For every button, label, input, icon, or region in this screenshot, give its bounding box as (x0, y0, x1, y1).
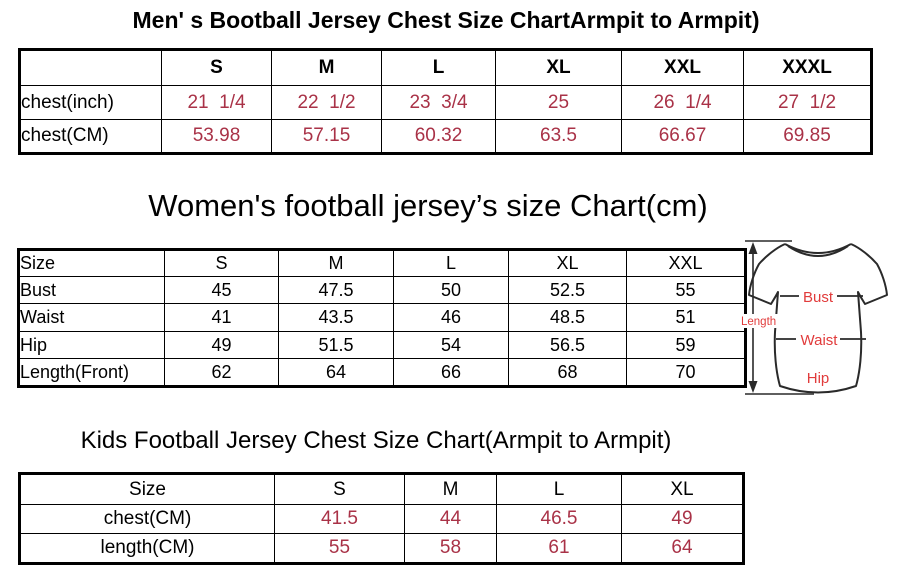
table-cell: 58 (404, 533, 497, 564)
tshirt-outline-icon (748, 243, 888, 394)
table-cell: 55 (626, 276, 746, 304)
table-cell: 68 (508, 358, 627, 387)
column-header-l: L (496, 473, 622, 505)
table-cell: 61 (496, 533, 622, 564)
mens-size-table: S M L XL XXL XXXL chest(inch) 21 1/4 22 … (18, 48, 873, 155)
table-cell: 46 (393, 303, 509, 332)
row-label: chest(inch) (19, 85, 162, 120)
hip-label: Hip (807, 370, 830, 387)
row-label: Bust (18, 276, 165, 304)
table-row: Waist 41 43.5 46 48.5 51 (18, 303, 746, 332)
table-cell: 49 (621, 504, 744, 534)
table-header-row: S M L XL XXL XXXL (19, 49, 872, 86)
table-cell: 50 (393, 276, 509, 304)
measurement-lines (776, 295, 866, 340)
table-row: chest(CM) 53.98 57.15 60.32 63.5 66.67 6… (19, 119, 872, 154)
table-cell: 66 (393, 358, 509, 387)
column-header-l: L (393, 249, 509, 277)
table-cell: 22 1/2 (271, 85, 382, 120)
table-cell: 64 (621, 533, 744, 564)
table-cell: 27 1/2 (743, 85, 872, 120)
table-cell: 69.85 (743, 119, 872, 154)
table-cell: 47.5 (278, 276, 394, 304)
table-row: Hip 49 51.5 54 56.5 59 (18, 331, 746, 359)
column-header-xl: XL (495, 49, 622, 86)
waist-label: Waist (801, 332, 839, 349)
column-header-m: M (404, 473, 497, 505)
kids-chart-title: Kids Football Jersey Chest Size Chart(Ar… (80, 427, 672, 454)
tshirt-measurement-diagram: Length Bust Waist Hip (740, 240, 888, 395)
table-row: Length(Front) 62 64 66 68 70 (18, 358, 746, 387)
table-cell: 43.5 (278, 303, 394, 332)
table-cell: 55 (274, 533, 405, 564)
table-cell: 25 (495, 85, 622, 120)
table-cell: 51 (626, 303, 746, 332)
column-header-size: Size (18, 249, 165, 277)
column-header-xl: XL (508, 249, 627, 277)
length-label-backplate (740, 314, 784, 328)
table-cell: 59 (626, 331, 746, 359)
column-header-xl: XL (621, 473, 744, 505)
column-header-m: M (278, 249, 394, 277)
row-label: Hip (18, 331, 165, 359)
table-cell: 41 (164, 303, 279, 332)
table-cell: 63.5 (495, 119, 622, 154)
table-header-row: Size S M L XL XXL (18, 249, 746, 277)
womens-size-table: Size S M L XL XXL Bust 45 47.5 50 52.5 5… (17, 248, 747, 388)
row-label: length(CM) (19, 533, 275, 564)
column-header-s: S (164, 249, 279, 277)
column-header-s: S (161, 49, 272, 86)
table-cell: 45 (164, 276, 279, 304)
table-cell: 62 (164, 358, 279, 387)
row-label: Waist (18, 303, 165, 332)
table-cell: 51.5 (278, 331, 394, 359)
table-cell: 70 (626, 358, 746, 387)
column-header (19, 49, 162, 86)
row-label: chest(CM) (19, 504, 275, 534)
table-cell: 26 1/4 (621, 85, 744, 120)
womens-chart-title: Women's football jersey’s size Chart(cm) (148, 188, 708, 223)
table-cell: 53.98 (161, 119, 272, 154)
table-cell: 41.5 (274, 504, 405, 534)
table-cell: 44 (404, 504, 497, 534)
table-cell: 54 (393, 331, 509, 359)
column-header-xxxl: XXXL (743, 49, 872, 86)
table-cell: 57.15 (271, 119, 382, 154)
bust-label: Bust (803, 289, 834, 306)
column-header-s: S (274, 473, 405, 505)
table-cell: 46.5 (496, 504, 622, 534)
table-row: chest(CM) 41.5 44 46.5 49 (19, 504, 744, 534)
column-header-size: Size (19, 473, 275, 505)
table-cell: 56.5 (508, 331, 627, 359)
table-cell: 64 (278, 358, 394, 387)
mens-chart-title: Men' s Bootball Jersey Chest Size ChartA… (132, 7, 760, 33)
table-cell: 52.5 (508, 276, 627, 304)
column-header-xxl: XXL (621, 49, 744, 86)
table-cell: 48.5 (508, 303, 627, 332)
table-cell: 66.67 (621, 119, 744, 154)
column-header-xxl: XXL (626, 249, 746, 277)
table-cell: 49 (164, 331, 279, 359)
table-row: length(CM) 55 58 61 64 (19, 533, 744, 564)
kids-size-table: Size S M L XL chest(CM) 41.5 44 46.5 49 … (18, 472, 745, 565)
row-label: chest(CM) (19, 119, 162, 154)
length-label: Length (741, 316, 776, 328)
table-cell: 21 1/4 (161, 85, 272, 120)
table-row: Bust 45 47.5 50 52.5 55 (18, 276, 746, 304)
table-header-row: Size S M L XL (19, 473, 744, 505)
table-cell: 23 3/4 (381, 85, 496, 120)
row-label: Length(Front) (18, 358, 165, 387)
table-row: chest(inch) 21 1/4 22 1/2 23 3/4 25 26 1… (19, 85, 872, 120)
table-cell: 60.32 (381, 119, 496, 154)
column-header-m: M (271, 49, 382, 86)
column-header-l: L (381, 49, 496, 86)
